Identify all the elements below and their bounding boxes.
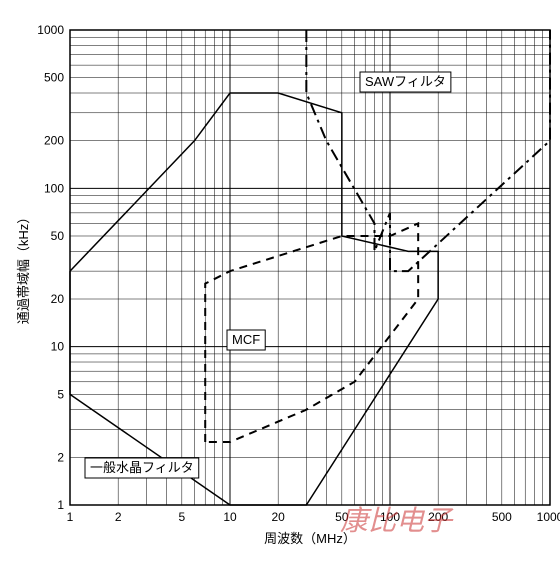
y-tick-label: 10 bbox=[51, 340, 65, 354]
filter-frequency-chart: 1251020501002005001000125102050100200500… bbox=[10, 10, 550, 550]
saw-filter-region-label: SAWフィルタ bbox=[365, 74, 446, 89]
crystal-filter-region-label: 一般水晶フィルタ bbox=[90, 460, 194, 475]
x-tick-label: 20 bbox=[271, 510, 285, 524]
y-tick-label: 200 bbox=[44, 134, 64, 148]
x-tick-label: 1 bbox=[67, 510, 74, 524]
y-tick-label: 20 bbox=[51, 292, 65, 306]
y-tick-label: 100 bbox=[44, 181, 64, 195]
y-tick-label: 5 bbox=[57, 387, 64, 401]
x-tick-label: 5 bbox=[178, 510, 185, 524]
y-tick-label: 500 bbox=[44, 71, 64, 85]
chart-svg: 1251020501002005001000125102050100200500… bbox=[10, 10, 560, 572]
x-tick-label: 500 bbox=[492, 510, 512, 524]
y-axis-label: 通過帯域幅（kHz） bbox=[16, 211, 31, 324]
x-tick-label: 1000 bbox=[537, 510, 560, 524]
mcf-region-label: MCF bbox=[232, 332, 260, 347]
y-tick-label: 1 bbox=[57, 498, 64, 512]
x-tick-label: 10 bbox=[223, 510, 237, 524]
y-tick-label: 1000 bbox=[37, 23, 64, 37]
watermark-text: 康比电子 bbox=[340, 506, 454, 537]
x-tick-label: 2 bbox=[115, 510, 122, 524]
y-tick-label: 50 bbox=[51, 229, 65, 243]
y-tick-label: 2 bbox=[57, 450, 64, 464]
